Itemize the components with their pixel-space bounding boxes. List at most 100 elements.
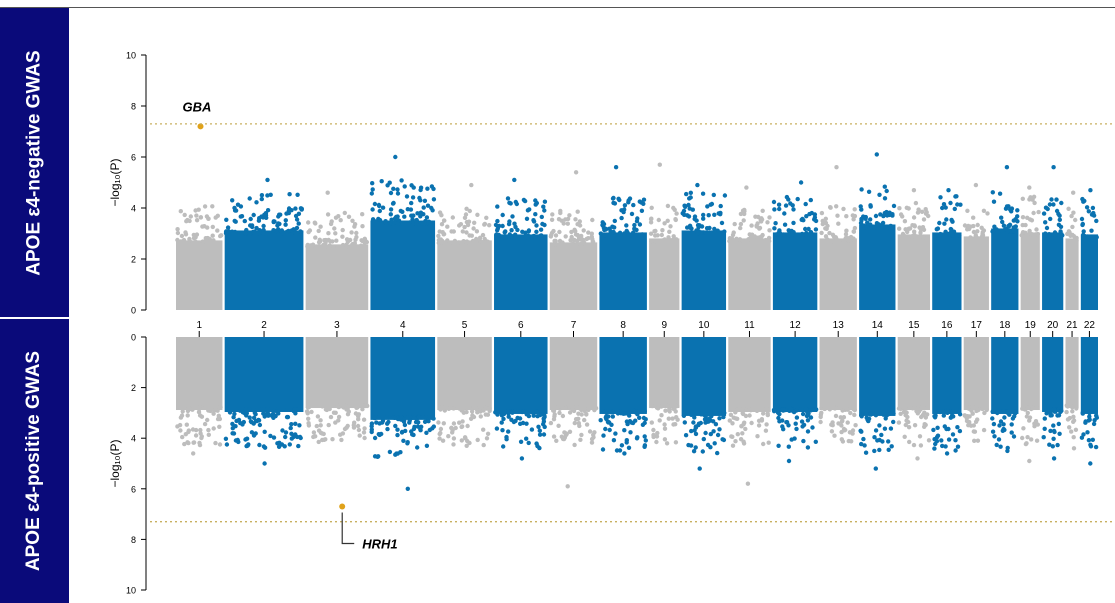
bottom-chr2-point (268, 433, 273, 439)
bottom-chr10-point (691, 449, 697, 454)
top-chr4-point (388, 207, 394, 212)
bottom-chr2-point (297, 423, 302, 428)
bottom-chr13-point (852, 412, 857, 418)
bottom-chr21-point (1065, 403, 1070, 408)
top-chr20-band (1042, 232, 1064, 310)
bottom-chr11-point (738, 407, 744, 412)
top-chr3-point (308, 243, 313, 248)
top-chr8-point (637, 222, 643, 227)
top-chr9-point (660, 228, 665, 233)
bottom-chr20-point (1044, 411, 1049, 416)
top-chr19-point (1029, 231, 1034, 237)
bottom-chr11-point (741, 422, 746, 427)
bottom-chr3-point (336, 414, 342, 420)
top-chr12-point (813, 218, 819, 224)
bottom-chr6-point (494, 426, 500, 431)
bottom-chr3-point (345, 412, 351, 417)
top-chr7-point (549, 217, 555, 222)
bottom-chr4-point (374, 420, 379, 425)
bottom-chr1-point (205, 417, 210, 423)
bottom-chr6-point (506, 429, 511, 434)
top-chr5-peak-point (469, 182, 474, 188)
bottom-chr21-point (1071, 435, 1076, 440)
top-chr6-point (495, 204, 500, 209)
bottom-chr5-point (487, 406, 492, 411)
bottom-chr4-point (412, 424, 417, 429)
bottom-chr8-point (608, 408, 613, 414)
bottom-chr2-point (227, 410, 233, 415)
top-chr15-point (902, 219, 908, 224)
bottom-chr11-point (741, 441, 747, 446)
bottom-chr7-point (592, 407, 597, 413)
top-chr16-point (955, 202, 960, 207)
top-chr1-point (178, 209, 183, 214)
bottom-chr17-band (963, 337, 989, 411)
bottom-chr14-point (859, 414, 864, 419)
bottom-chr15-point (923, 422, 928, 428)
bottom-chr2-point (288, 425, 293, 431)
top-chr8-point (612, 218, 617, 224)
bottom-chr2-point (283, 434, 288, 440)
bottom-chr14-point (868, 412, 874, 417)
bottom-chr3-point (330, 437, 335, 442)
bottom-chr10-point (706, 417, 711, 422)
top-chr1-point (175, 237, 180, 243)
top-chr4-point (380, 205, 386, 210)
top-chr5-point (480, 240, 485, 245)
bottom-chr4-point (431, 416, 436, 421)
bottom-chr3-point (318, 423, 323, 428)
top-chr12-point (803, 201, 808, 207)
bottom-chr10-point (703, 412, 709, 418)
bottom-chr6-point (524, 436, 529, 441)
top-chr10-point (715, 231, 721, 236)
bottom-chr16-point (957, 428, 963, 434)
bottom-chr11-peak-point (745, 481, 751, 486)
top-chr10-point (683, 204, 688, 209)
top-chr14-point (884, 188, 889, 194)
bottom-chr14-point (866, 416, 872, 421)
top-chr7-point (586, 230, 591, 235)
bottom-chr6-point (524, 412, 529, 417)
top-chr5-point (460, 229, 465, 234)
top-chr3-point (307, 228, 313, 233)
bottom-chr10-point (693, 445, 698, 450)
top-chr11-point (732, 221, 737, 227)
top-chr12-point (804, 214, 809, 219)
top-chr3-point (336, 214, 341, 219)
top-chr7-point (575, 209, 580, 214)
top-chr18-peak-point (1004, 165, 1010, 170)
bottom-chr14-point (888, 426, 894, 431)
bottom-chr1-point (198, 427, 203, 433)
bottom-chr5-point (460, 405, 466, 410)
top-chr21-band (1065, 238, 1079, 310)
bottom-chr2-point (281, 406, 286, 412)
bottom-chr9-point (673, 409, 678, 414)
top-chr5-point (482, 236, 487, 242)
top-chr4-point (395, 187, 400, 192)
top-chr8-point (598, 231, 603, 236)
top-chr4-point (369, 191, 374, 196)
bottom-chr4-point (426, 419, 431, 424)
top-chr17-point (971, 229, 977, 235)
top-chr18-point (999, 215, 1004, 220)
top-chr4-point (387, 180, 392, 185)
bottom-chr17-point (981, 427, 987, 433)
bottom-chr14-point (872, 448, 877, 454)
top-chr2-point (294, 225, 300, 231)
top-chr16-point (941, 202, 947, 207)
bottom-chr22-point (1090, 437, 1096, 442)
bottom-chr22-point (1094, 415, 1100, 420)
bottom-chr13-point (841, 415, 847, 420)
bottom-chr6-point (499, 413, 505, 418)
top-chr4-point (422, 221, 427, 226)
bottom-chr22-peak-point (1088, 461, 1093, 466)
bottom-chr4-point (410, 432, 415, 437)
bottom-chr13-point (848, 410, 853, 416)
top-chr18-point (997, 191, 1003, 196)
bottom-y-tick-label: 2 (131, 383, 136, 393)
bottom-chr19-point (1024, 441, 1029, 446)
top-chr15-point (921, 217, 927, 222)
bottom-chr12-point (784, 420, 790, 425)
bottom-chr12-point (798, 407, 804, 412)
top-chr15-point (907, 226, 913, 231)
